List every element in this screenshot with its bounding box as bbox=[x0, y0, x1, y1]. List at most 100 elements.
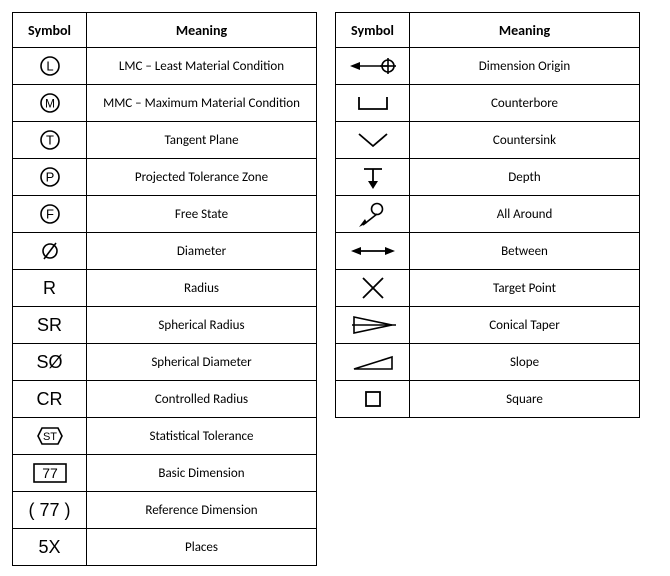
meaning-cell: Diameter bbox=[87, 233, 317, 270]
svg-text:P: P bbox=[45, 170, 54, 185]
svg-text:77: 77 bbox=[42, 465, 58, 481]
header-symbol: Symbol bbox=[336, 13, 410, 48]
symbol-cell: 5X bbox=[13, 529, 87, 566]
table-row: 77 Basic Dimension bbox=[13, 455, 317, 492]
symbol-cell: 77 bbox=[13, 455, 87, 492]
right-table: Symbol Meaning Dimension bbox=[335, 12, 640, 418]
text-5X-icon: 5X bbox=[38, 537, 60, 557]
meaning-cell: Tangent Plane bbox=[87, 122, 317, 159]
symbol-cell bbox=[336, 122, 410, 159]
page: Symbol Meaning L LMC – Least Material Co… bbox=[0, 0, 670, 576]
symbol-cell bbox=[336, 159, 410, 196]
symbol-cell: SØ bbox=[13, 344, 87, 381]
meaning-cell: Depth bbox=[410, 159, 640, 196]
table-row: Between bbox=[336, 233, 640, 270]
between-icon bbox=[348, 241, 398, 261]
symbol-cell bbox=[336, 85, 410, 122]
circled-P-icon: P bbox=[38, 165, 62, 189]
meaning-cell: Spherical Radius bbox=[87, 307, 317, 344]
countersink-icon bbox=[353, 128, 393, 152]
meaning-cell: Countersink bbox=[410, 122, 640, 159]
header-meaning: Meaning bbox=[410, 13, 640, 48]
symbol-cell: CR bbox=[13, 381, 87, 418]
symbol-cell: SR bbox=[13, 307, 87, 344]
table-row: CR Controlled Radius bbox=[13, 381, 317, 418]
symbol-cell bbox=[336, 233, 410, 270]
svg-text:M: M bbox=[45, 97, 55, 111]
svg-text:T: T bbox=[46, 133, 54, 148]
svg-text:L: L bbox=[46, 59, 53, 74]
header-symbol: Symbol bbox=[13, 13, 87, 48]
meaning-cell: Basic Dimension bbox=[87, 455, 317, 492]
circled-F-icon: F bbox=[38, 202, 62, 226]
table-row: T Tangent Plane bbox=[13, 122, 317, 159]
table-row: SØ Spherical Diameter bbox=[13, 344, 317, 381]
meaning-cell: Statistical Tolerance bbox=[87, 418, 317, 455]
meaning-cell: Spherical Diameter bbox=[87, 344, 317, 381]
meaning-cell: All Around bbox=[410, 196, 640, 233]
meaning-cell: LMC – Least Material Condition bbox=[87, 48, 317, 85]
symbol-cell: ( 77 ) bbox=[13, 492, 87, 529]
table-row: Conical Taper bbox=[336, 307, 640, 344]
text-SR-icon: SR bbox=[37, 315, 62, 335]
circled-M-icon: M bbox=[38, 91, 62, 115]
header-meaning: Meaning bbox=[87, 13, 317, 48]
meaning-cell: Places bbox=[87, 529, 317, 566]
table-row: R Radius bbox=[13, 270, 317, 307]
svg-text:F: F bbox=[46, 207, 54, 222]
slope-icon bbox=[350, 351, 396, 373]
table-header-row: Symbol Meaning bbox=[13, 13, 317, 48]
symbol-cell: T bbox=[13, 122, 87, 159]
diameter-icon bbox=[38, 239, 62, 263]
symbol-cell: ST bbox=[13, 418, 87, 455]
tables-wrapper: Symbol Meaning L LMC – Least Material Co… bbox=[12, 12, 658, 566]
depth-icon bbox=[358, 163, 388, 191]
table-row: ST Statistical Tolerance bbox=[13, 418, 317, 455]
table-header-row: Symbol Meaning bbox=[336, 13, 640, 48]
meaning-cell: Projected Tolerance Zone bbox=[87, 159, 317, 196]
symbol-cell bbox=[336, 344, 410, 381]
table-row: Dimension Origin bbox=[336, 48, 640, 85]
dimension-origin-icon bbox=[346, 54, 400, 78]
symbol-cell: L bbox=[13, 48, 87, 85]
table-row: All Around bbox=[336, 196, 640, 233]
circled-L-icon: L bbox=[38, 54, 62, 78]
meaning-cell: Counterbore bbox=[410, 85, 640, 122]
meaning-cell: Square bbox=[410, 381, 640, 418]
table-row: Square bbox=[336, 381, 640, 418]
square-icon bbox=[362, 388, 384, 410]
table-row: Depth bbox=[336, 159, 640, 196]
table-row: SR Spherical Radius bbox=[13, 307, 317, 344]
table-row: Diameter bbox=[13, 233, 317, 270]
symbol-cell: F bbox=[13, 196, 87, 233]
counterbore-icon bbox=[353, 91, 393, 115]
symbol-cell: P bbox=[13, 159, 87, 196]
paren-77-icon: ( 77 ) bbox=[28, 500, 70, 520]
meaning-cell: Conical Taper bbox=[410, 307, 640, 344]
table-row: Countersink bbox=[336, 122, 640, 159]
symbol-cell bbox=[336, 270, 410, 307]
table-row: Counterbore bbox=[336, 85, 640, 122]
hex-ST-icon: ST bbox=[32, 424, 68, 448]
svg-text:ST: ST bbox=[42, 431, 56, 443]
symbol-cell: M bbox=[13, 85, 87, 122]
circled-T-icon: T bbox=[38, 128, 62, 152]
symbol-cell bbox=[336, 381, 410, 418]
meaning-cell: Reference Dimension bbox=[87, 492, 317, 529]
symbol-cell bbox=[13, 233, 87, 270]
symbol-cell bbox=[336, 48, 410, 85]
table-row: Slope bbox=[336, 344, 640, 381]
text-Sdia-icon: SØ bbox=[36, 352, 62, 372]
symbol-cell bbox=[336, 307, 410, 344]
meaning-cell: Dimension Origin bbox=[410, 48, 640, 85]
table-row: Target Point bbox=[336, 270, 640, 307]
text-R-icon: R bbox=[43, 278, 56, 298]
table-row: 5X Places bbox=[13, 529, 317, 566]
meaning-cell: Radius bbox=[87, 270, 317, 307]
table-row: ( 77 ) Reference Dimension bbox=[13, 492, 317, 529]
table-row: L LMC – Least Material Condition bbox=[13, 48, 317, 85]
box-77-icon: 77 bbox=[30, 460, 70, 486]
symbol-cell bbox=[336, 196, 410, 233]
target-point-icon bbox=[358, 273, 388, 303]
symbol-cell: R bbox=[13, 270, 87, 307]
